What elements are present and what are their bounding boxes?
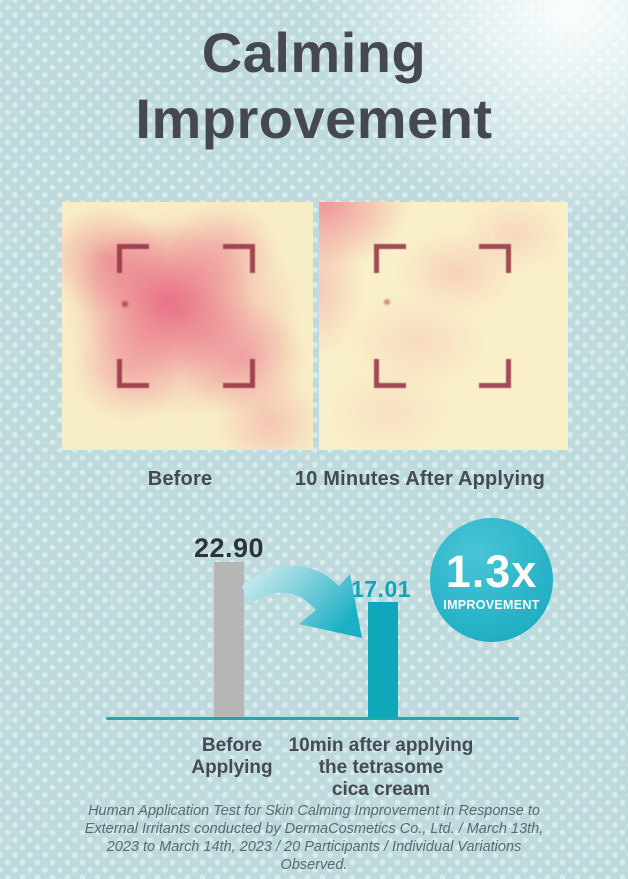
after-photo-caption: 10 Minutes After Applying <box>294 468 546 490</box>
before-photo-caption: Before <box>147 468 213 490</box>
x-axis-line <box>106 717 519 720</box>
bar-after-applying <box>368 602 398 719</box>
corner-bracket-icon <box>223 358 256 388</box>
corner-bracket-icon <box>117 358 150 388</box>
skin-redness-texture-before <box>62 202 313 450</box>
after-skin-photo <box>319 202 568 450</box>
bar-value-after: 17.01 <box>350 576 412 602</box>
curved-arrow-icon <box>242 565 362 638</box>
x-axis-label-after: 10min after applying the tetrasome cica … <box>288 735 474 801</box>
bar-value-before: 22.90 <box>193 533 265 563</box>
bar-before-applying <box>214 562 244 719</box>
test-disclaimer: Human Application Test for Skin Calming … <box>84 803 544 873</box>
corner-bracket-icon <box>223 244 256 274</box>
x-axis-label-before: Before Applying <box>191 735 273 779</box>
page-title: Calming Improvement <box>135 21 493 151</box>
corner-bracket-icon <box>373 358 406 388</box>
corner-bracket-icon <box>373 244 406 274</box>
crop-corner-brackets-icon <box>373 244 511 388</box>
corner-bracket-icon <box>478 244 511 274</box>
skin-dark-spot <box>122 301 129 308</box>
improvement-badge: 1.3x IMPROVEMENT <box>430 518 553 642</box>
crop-corner-brackets-icon <box>117 244 256 388</box>
skin-dark-spot <box>383 298 390 305</box>
before-skin-photo <box>62 202 313 450</box>
corner-bracket-icon <box>478 358 511 388</box>
corner-bracket-icon <box>117 244 150 274</box>
improvement-label: IMPROVEMENT <box>443 597 540 612</box>
improvement-multiplier: 1.3x <box>445 545 538 597</box>
skin-redness-texture-after <box>319 202 568 450</box>
